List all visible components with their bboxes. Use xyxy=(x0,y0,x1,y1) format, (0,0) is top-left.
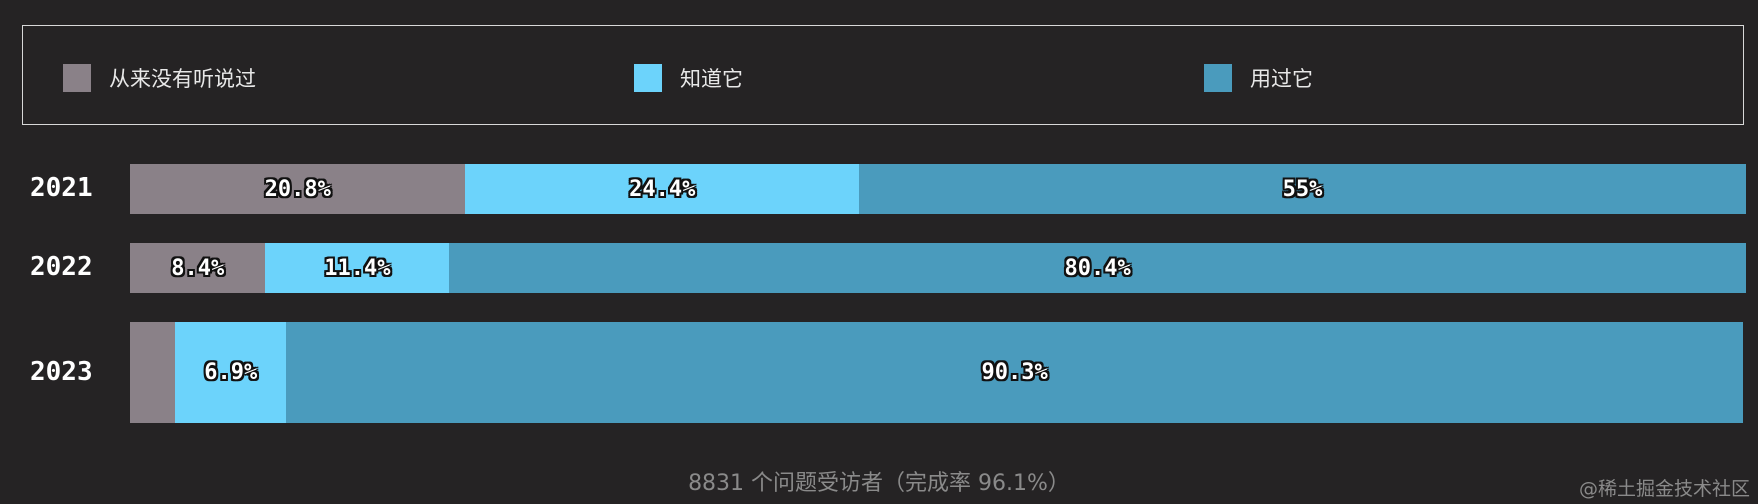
bar-segment: 80.4% xyxy=(449,243,1746,293)
respondents-note: 8831 个问题受访者（完成率 96.1%） xyxy=(688,471,1070,496)
year-label: 2021 xyxy=(30,173,93,203)
data-label: 11.4% xyxy=(324,255,391,281)
bar-segment xyxy=(130,322,176,423)
legend-swatch xyxy=(63,64,91,92)
legend-item: 知道它 xyxy=(634,63,743,93)
data-label: 6.9% xyxy=(204,360,258,385)
bar-segment: 8.4% xyxy=(130,243,266,293)
bar-segment: 90.3% xyxy=(286,322,1743,423)
data-label: 55% xyxy=(1282,176,1323,202)
bar-segment: 55% xyxy=(858,164,1746,214)
data-label: 24.4% xyxy=(629,176,696,202)
year-label: 2022 xyxy=(30,252,93,282)
bar-segment: 20.8% xyxy=(130,164,466,214)
bar-segment: 24.4% xyxy=(465,164,859,214)
data-label: 90.3% xyxy=(981,360,1048,385)
legend-item: 从来没有听说过 xyxy=(63,63,256,93)
watermark: @稀土掘金技术社区 xyxy=(1578,478,1750,500)
legend-swatch xyxy=(1204,64,1232,92)
data-label: 8.4% xyxy=(171,255,225,281)
year-label: 2023 xyxy=(30,356,93,387)
data-label: 20.8% xyxy=(264,176,331,202)
legend: 从来没有听说过 知道它 用过它 xyxy=(22,25,1744,125)
legend-item: 用过它 xyxy=(1204,63,1313,93)
bar-segment: 11.4% xyxy=(265,243,450,293)
legend-label: 知道它 xyxy=(680,67,743,91)
legend-label: 从来没有听说过 xyxy=(109,67,256,91)
data-label: 80.4% xyxy=(1064,255,1131,281)
bar-segment: 6.9% xyxy=(175,322,287,423)
legend-swatch xyxy=(634,64,662,92)
legend-label: 用过它 xyxy=(1250,67,1313,91)
